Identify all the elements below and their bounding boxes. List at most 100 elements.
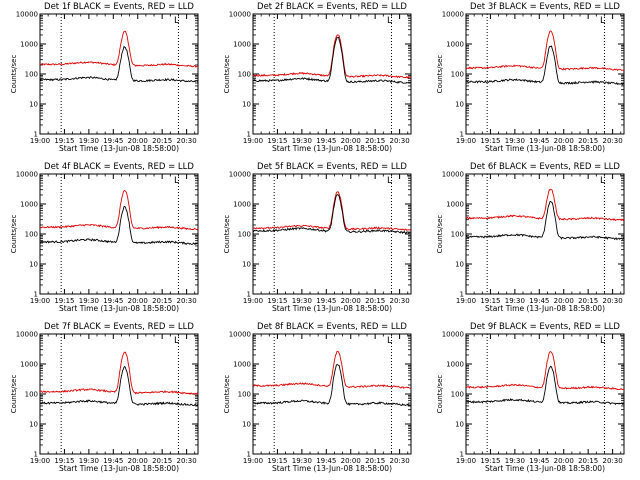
x-tick-label: 20:30 bbox=[390, 297, 410, 305]
x-tick-label: 19:30 bbox=[505, 297, 525, 305]
x-tick-label: 20:15 bbox=[578, 297, 598, 305]
y-tick-label: 10 bbox=[242, 421, 251, 429]
x-tick-label: 19:30 bbox=[79, 297, 99, 305]
events-series-line bbox=[252, 194, 412, 235]
detector-panel-8: Det 8f BLACK = Events, RED = LLD 1 10 100 10… bbox=[223, 322, 412, 473]
panel-marker: L bbox=[387, 336, 392, 346]
panel-title: Det 7f BLACK = Events, RED = LLD bbox=[44, 322, 194, 332]
x-tick-label: 19:30 bbox=[292, 297, 312, 305]
plot-frame bbox=[252, 13, 412, 135]
y-tick-label: 1000 bbox=[233, 41, 251, 49]
y-tick-label: 100 bbox=[451, 231, 464, 239]
panel-title: Det 5f BLACK = Events, RED = LLD bbox=[257, 162, 407, 172]
x-tick-label: 20:30 bbox=[390, 137, 410, 145]
lld-series-line bbox=[252, 350, 412, 389]
y-tick-label: 10000 bbox=[442, 331, 464, 339]
x-tick-label: 20:00 bbox=[128, 457, 148, 465]
y-tick-label: 1 bbox=[460, 291, 464, 299]
y-axis-label: Counts/sec bbox=[223, 215, 231, 254]
y-tick-label: 1 bbox=[34, 451, 38, 459]
y-tick-label: 10 bbox=[455, 421, 464, 429]
events-series-line bbox=[465, 45, 625, 86]
plot-frame bbox=[252, 333, 412, 455]
x-tick-label: 20:00 bbox=[128, 297, 148, 305]
x-tick-label: 19:00 bbox=[30, 297, 50, 305]
x-tick-label: 19:45 bbox=[529, 457, 549, 465]
panel-title: Det 2f BLACK = Events, RED = LLD bbox=[257, 2, 407, 12]
y-axis-label: Counts/sec bbox=[223, 375, 231, 414]
panel-title: Det 6f BLACK = Events, RED = LLD bbox=[470, 162, 620, 172]
detector-panel-7: Det 7f BLACK = Events, RED = LLD 1 10 100 10… bbox=[10, 322, 199, 473]
lld-series-line bbox=[253, 191, 412, 231]
panel-marker: L bbox=[387, 176, 392, 186]
lld-series-line bbox=[465, 188, 625, 222]
x-tick-label: 19:15 bbox=[480, 137, 500, 145]
lld-series-line bbox=[465, 30, 625, 72]
x-tick-label: 19:15 bbox=[267, 297, 287, 305]
x-tick-label: 20:15 bbox=[365, 297, 385, 305]
x-tick-label: 19:45 bbox=[316, 297, 336, 305]
detector-panel-9: Det 9f BLACK = Events, RED = LLD 1 10 100 10… bbox=[436, 322, 625, 473]
x-tick-label: 20:00 bbox=[341, 457, 361, 465]
y-axis-label: Counts/sec bbox=[436, 215, 444, 254]
y-tick-label: 100 bbox=[451, 71, 464, 79]
x-tick-label: 19:30 bbox=[292, 457, 312, 465]
y-tick-label: 10 bbox=[455, 261, 464, 269]
x-tick-label: 19:00 bbox=[243, 137, 263, 145]
y-tick-label: 1000 bbox=[233, 361, 251, 369]
x-tick-label: 20:00 bbox=[554, 137, 574, 145]
x-tick-label: 20:15 bbox=[365, 137, 385, 145]
x-tick-label: 19:45 bbox=[316, 457, 336, 465]
x-tick-label: 20:30 bbox=[603, 137, 623, 145]
y-tick-label: 1 bbox=[34, 291, 38, 299]
x-tick-label: 20:15 bbox=[578, 457, 598, 465]
x-tick-label: 20:30 bbox=[177, 457, 197, 465]
y-tick-label: 1000 bbox=[20, 201, 38, 209]
x-tick-label: 19:45 bbox=[529, 137, 549, 145]
x-tick-label: 19:45 bbox=[316, 137, 336, 145]
x-axis-label: Start Time (13-Jun-08 18:58:00) bbox=[485, 144, 605, 153]
x-tick-label: 19:00 bbox=[30, 137, 50, 145]
y-tick-label: 10 bbox=[455, 101, 464, 109]
x-axis-label: Start Time (13-Jun-08 18:58:00) bbox=[59, 464, 179, 473]
y-tick-label: 1000 bbox=[20, 41, 38, 49]
x-axis-label: Start Time (13-Jun-08 18:58:00) bbox=[272, 464, 392, 473]
x-tick-label: 20:15 bbox=[152, 297, 172, 305]
x-tick-label: 20:30 bbox=[177, 137, 197, 145]
x-axis-label: Start Time (13-Jun-08 18:58:00) bbox=[272, 304, 392, 313]
detector-panel-6: Det 6f BLACK = Events, RED = LLD 1 10 100 10… bbox=[436, 162, 625, 313]
panel-marker: L bbox=[174, 16, 179, 26]
y-tick-label: 100 bbox=[238, 71, 251, 79]
detector-panel-4: Det 4f BLACK = Events, RED = LLD 1 10 100 10… bbox=[10, 162, 199, 313]
y-tick-label: 1 bbox=[247, 291, 251, 299]
x-tick-label: 19:00 bbox=[456, 457, 476, 465]
lld-series-line bbox=[465, 351, 625, 391]
y-tick-label: 10000 bbox=[16, 11, 38, 19]
y-tick-label: 10000 bbox=[442, 11, 464, 19]
events-series-line bbox=[252, 363, 412, 407]
x-axis-label: Start Time (13-Jun-08 18:58:00) bbox=[485, 464, 605, 473]
x-tick-label: 19:30 bbox=[505, 457, 525, 465]
y-axis-label: Counts/sec bbox=[10, 55, 18, 94]
panel-marker: L bbox=[387, 16, 392, 26]
x-tick-label: 19:30 bbox=[79, 457, 99, 465]
panel-marker: L bbox=[600, 336, 605, 346]
y-tick-label: 100 bbox=[25, 391, 38, 399]
detector-panel-1: Det 1f BLACK = Events, RED = LLD 1 10 100 10… bbox=[10, 2, 199, 153]
x-axis-label: Start Time (13-Jun-08 18:58:00) bbox=[59, 304, 179, 313]
events-series-line bbox=[465, 200, 625, 241]
y-tick-label: 10 bbox=[242, 261, 251, 269]
x-tick-label: 20:00 bbox=[128, 137, 148, 145]
x-tick-label: 19:15 bbox=[267, 457, 287, 465]
y-tick-label: 10 bbox=[242, 101, 251, 109]
y-tick-label: 10 bbox=[29, 261, 38, 269]
x-tick-label: 20:15 bbox=[578, 137, 598, 145]
panel-marker: L bbox=[600, 16, 605, 26]
x-tick-label: 19:45 bbox=[103, 457, 123, 465]
y-tick-label: 100 bbox=[238, 231, 251, 239]
x-axis-label: Start Time (13-Jun-08 18:58:00) bbox=[59, 144, 179, 153]
x-tick-label: 19:15 bbox=[54, 137, 74, 145]
y-tick-label: 1 bbox=[34, 131, 38, 139]
events-series-line bbox=[465, 365, 625, 406]
panel-marker: L bbox=[600, 176, 605, 186]
